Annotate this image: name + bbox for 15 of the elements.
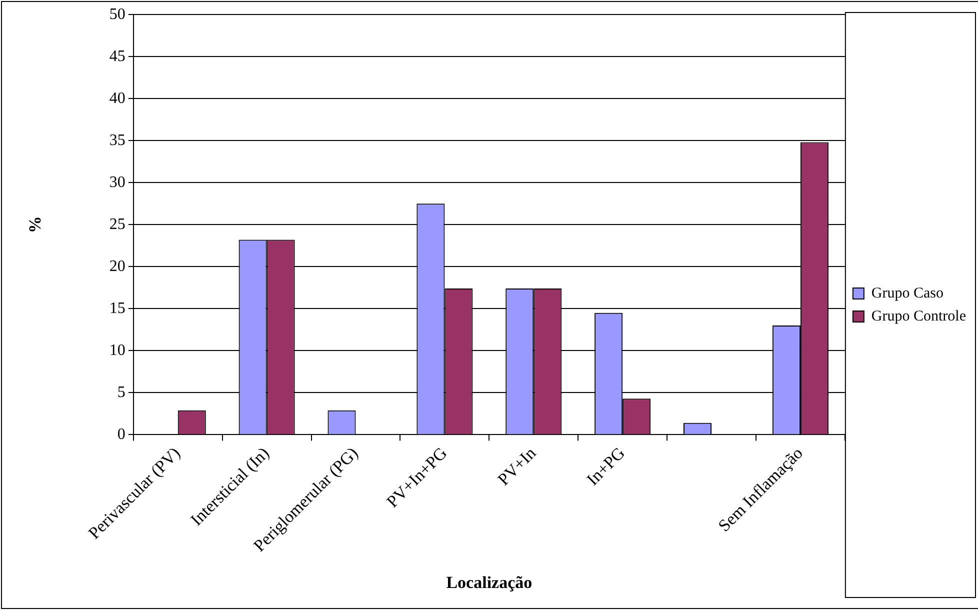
y-tick-label: 30	[109, 174, 126, 191]
y-tick-label: 20	[109, 258, 126, 275]
y-tick-label: 45	[109, 48, 126, 65]
y-axis-title: %	[26, 216, 45, 234]
y-tick-label: 40	[109, 90, 126, 107]
y-tick-label: 50	[109, 6, 126, 23]
x-axis-title: Localização	[446, 573, 532, 592]
y-tick-label: 10	[109, 342, 126, 359]
y-tick-label: 15	[109, 300, 126, 317]
y-tick-label: 5	[117, 384, 126, 401]
legend-label: Grupo Caso	[871, 285, 944, 302]
y-tick-label: 25	[109, 216, 126, 233]
y-tick-label: 35	[109, 132, 126, 149]
y-tick-label: 0	[117, 426, 126, 443]
legend-label: Grupo Controle	[871, 308, 966, 324]
